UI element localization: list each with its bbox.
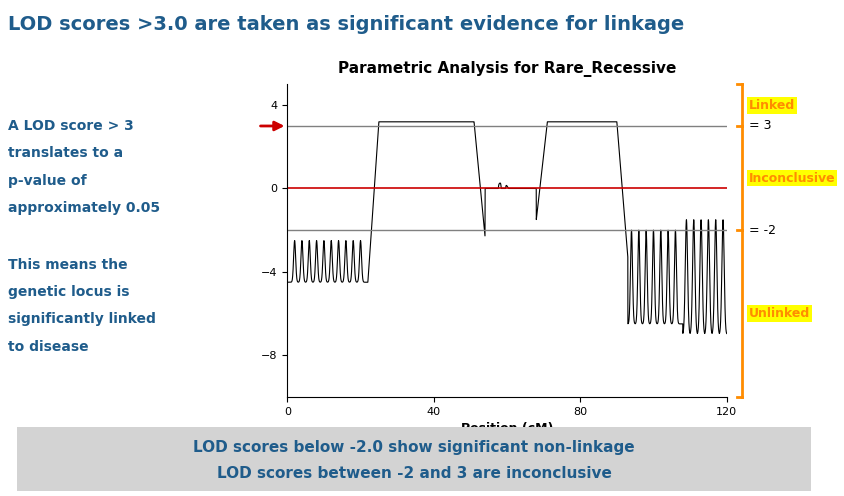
Text: A LOD score > 3: A LOD score > 3 xyxy=(8,119,134,133)
Text: LOD scores between -2 and 3 are inconclusive: LOD scores between -2 and 3 are inconclu… xyxy=(216,466,611,481)
Text: LOD scores >3.0 are taken as significant evidence for linkage: LOD scores >3.0 are taken as significant… xyxy=(8,15,684,34)
Text: Unlinked: Unlinked xyxy=(748,307,809,320)
Text: significantly linked: significantly linked xyxy=(8,312,156,326)
Text: Inconclusive: Inconclusive xyxy=(748,172,835,185)
Text: approximately 0.05: approximately 0.05 xyxy=(8,201,160,215)
Text: to disease: to disease xyxy=(8,340,89,354)
Text: genetic locus is: genetic locus is xyxy=(8,285,130,299)
Text: LOD scores below -2.0 show significant non-linkage: LOD scores below -2.0 show significant n… xyxy=(193,440,634,455)
Text: Linked: Linked xyxy=(748,99,794,112)
Text: p-value of: p-value of xyxy=(8,174,87,187)
Text: translates to a: translates to a xyxy=(8,146,123,160)
Title: Parametric Analysis for Rare_Recessive: Parametric Analysis for Rare_Recessive xyxy=(338,61,675,77)
Text: = -2: = -2 xyxy=(748,224,775,237)
Text: This means the: This means the xyxy=(8,258,128,272)
Text: = 3: = 3 xyxy=(748,120,771,132)
X-axis label: Position (cM): Position (cM) xyxy=(460,422,553,435)
